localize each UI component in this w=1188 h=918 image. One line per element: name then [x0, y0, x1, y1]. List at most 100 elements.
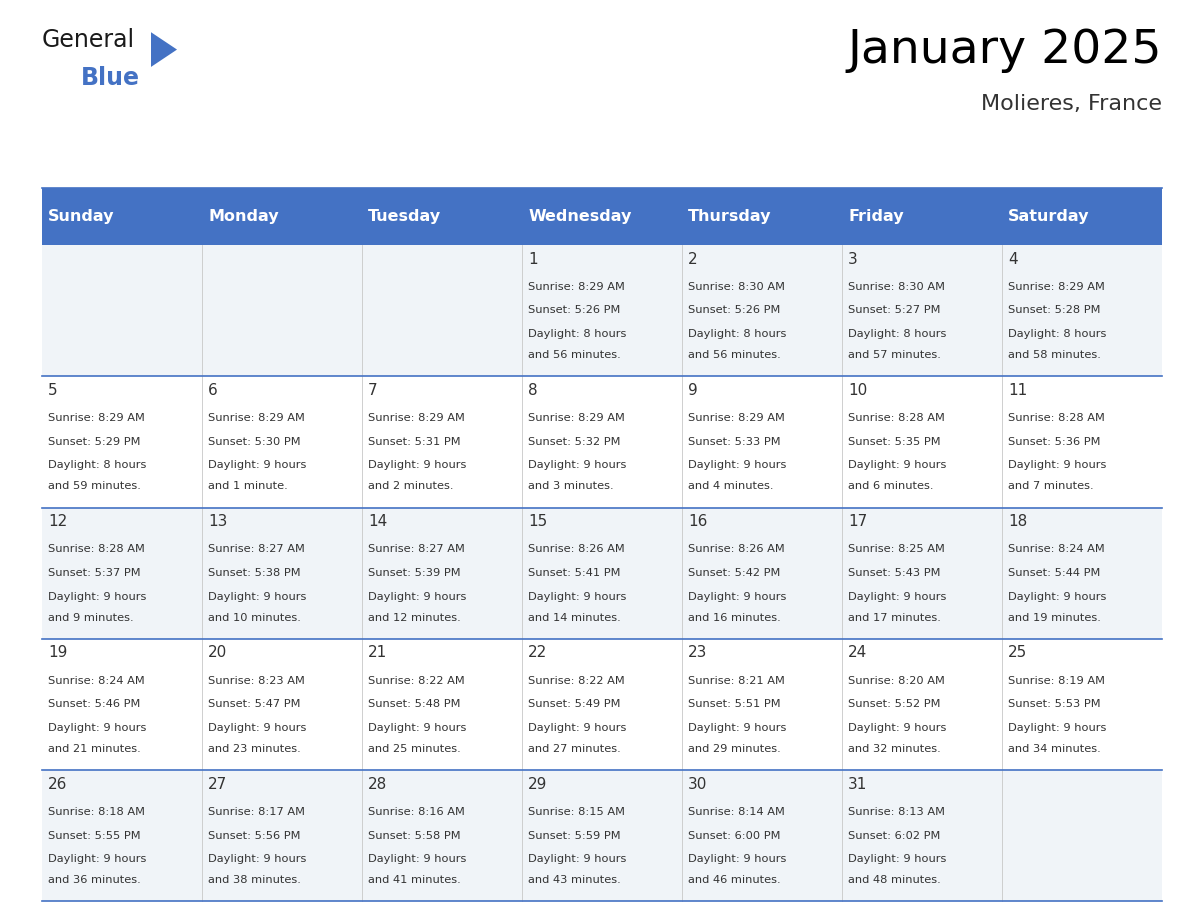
Text: Sunset: 5:48 PM: Sunset: 5:48 PM — [368, 700, 461, 710]
Text: Sunset: 5:31 PM: Sunset: 5:31 PM — [368, 437, 461, 447]
Text: 15: 15 — [529, 514, 548, 529]
Text: Sunset: 5:47 PM: Sunset: 5:47 PM — [208, 700, 301, 710]
Text: Tuesday: Tuesday — [368, 209, 441, 224]
Text: Daylight: 9 hours: Daylight: 9 hours — [48, 723, 146, 733]
Text: Daylight: 9 hours: Daylight: 9 hours — [368, 461, 467, 470]
Text: January 2025: January 2025 — [847, 28, 1162, 73]
Text: 21: 21 — [368, 645, 387, 660]
Text: Sunset: 5:56 PM: Sunset: 5:56 PM — [208, 831, 301, 841]
Text: Sunset: 5:39 PM: Sunset: 5:39 PM — [368, 568, 461, 578]
Text: 8: 8 — [529, 383, 538, 397]
Text: Daylight: 9 hours: Daylight: 9 hours — [368, 855, 467, 864]
Text: 3: 3 — [848, 252, 858, 266]
Text: Sunset: 5:44 PM: Sunset: 5:44 PM — [1009, 568, 1100, 578]
Text: Daylight: 9 hours: Daylight: 9 hours — [848, 723, 947, 733]
Text: Sunset: 5:27 PM: Sunset: 5:27 PM — [848, 306, 941, 316]
Text: Sunrise: 8:29 AM: Sunrise: 8:29 AM — [529, 413, 625, 423]
Text: 7: 7 — [368, 383, 378, 397]
Text: 18: 18 — [1009, 514, 1028, 529]
Text: Molieres, France: Molieres, France — [981, 94, 1162, 114]
Text: Sunset: 5:41 PM: Sunset: 5:41 PM — [529, 568, 620, 578]
Text: and 41 minutes.: and 41 minutes. — [368, 875, 461, 885]
Text: 26: 26 — [48, 777, 68, 791]
Text: 12: 12 — [48, 514, 68, 529]
Text: Sunrise: 8:25 AM: Sunrise: 8:25 AM — [848, 544, 946, 554]
Text: Daylight: 8 hours: Daylight: 8 hours — [529, 330, 626, 339]
Text: and 12 minutes.: and 12 minutes. — [368, 612, 461, 622]
Text: Sunrise: 8:22 AM: Sunrise: 8:22 AM — [368, 676, 465, 686]
Text: and 56 minutes.: and 56 minutes. — [529, 350, 621, 360]
Text: Sunrise: 8:29 AM: Sunrise: 8:29 AM — [208, 413, 305, 423]
Text: and 4 minutes.: and 4 minutes. — [688, 481, 773, 491]
Text: Sunset: 5:32 PM: Sunset: 5:32 PM — [529, 437, 620, 447]
Text: Wednesday: Wednesday — [529, 209, 632, 224]
Text: Daylight: 9 hours: Daylight: 9 hours — [848, 461, 947, 470]
Text: and 16 minutes.: and 16 minutes. — [688, 612, 781, 622]
Text: Daylight: 8 hours: Daylight: 8 hours — [848, 330, 947, 339]
Text: Sunset: 5:38 PM: Sunset: 5:38 PM — [208, 568, 301, 578]
Text: and 46 minutes.: and 46 minutes. — [688, 875, 781, 885]
Text: Sunrise: 8:24 AM: Sunrise: 8:24 AM — [48, 676, 145, 686]
Text: and 36 minutes.: and 36 minutes. — [48, 875, 140, 885]
Text: Sunrise: 8:28 AM: Sunrise: 8:28 AM — [1009, 413, 1105, 423]
Text: 4: 4 — [1009, 252, 1018, 266]
Text: 16: 16 — [688, 514, 708, 529]
Text: Sunrise: 8:26 AM: Sunrise: 8:26 AM — [688, 544, 785, 554]
Text: Sunset: 6:00 PM: Sunset: 6:00 PM — [688, 831, 781, 841]
Text: 23: 23 — [688, 645, 708, 660]
Text: Sunrise: 8:22 AM: Sunrise: 8:22 AM — [529, 676, 625, 686]
Text: and 6 minutes.: and 6 minutes. — [848, 481, 934, 491]
Text: Daylight: 9 hours: Daylight: 9 hours — [848, 855, 947, 864]
Text: Daylight: 8 hours: Daylight: 8 hours — [48, 461, 146, 470]
Text: Daylight: 9 hours: Daylight: 9 hours — [529, 592, 626, 601]
Text: 25: 25 — [1009, 645, 1028, 660]
Text: and 7 minutes.: and 7 minutes. — [1009, 481, 1094, 491]
Text: Sunset: 5:58 PM: Sunset: 5:58 PM — [368, 831, 461, 841]
Text: 31: 31 — [848, 777, 867, 791]
Text: 9: 9 — [688, 383, 697, 397]
Text: Daylight: 9 hours: Daylight: 9 hours — [208, 855, 307, 864]
Text: and 2 minutes.: and 2 minutes. — [368, 481, 454, 491]
Text: 30: 30 — [688, 777, 708, 791]
Text: 24: 24 — [848, 645, 867, 660]
Text: and 57 minutes.: and 57 minutes. — [848, 350, 941, 360]
Text: Daylight: 9 hours: Daylight: 9 hours — [1009, 723, 1106, 733]
Text: Sunrise: 8:19 AM: Sunrise: 8:19 AM — [1009, 676, 1105, 686]
Text: Friday: Friday — [848, 209, 904, 224]
Text: Sunset: 5:28 PM: Sunset: 5:28 PM — [1009, 306, 1101, 316]
Text: and 10 minutes.: and 10 minutes. — [208, 612, 301, 622]
Text: and 56 minutes.: and 56 minutes. — [688, 350, 781, 360]
Text: Sunrise: 8:21 AM: Sunrise: 8:21 AM — [688, 676, 785, 686]
Text: and 38 minutes.: and 38 minutes. — [208, 875, 301, 885]
Text: and 58 minutes.: and 58 minutes. — [1009, 350, 1101, 360]
Text: and 14 minutes.: and 14 minutes. — [529, 612, 621, 622]
Text: 6: 6 — [208, 383, 217, 397]
Polygon shape — [151, 32, 177, 67]
Text: and 1 minute.: and 1 minute. — [208, 481, 287, 491]
Text: Sunrise: 8:27 AM: Sunrise: 8:27 AM — [368, 544, 465, 554]
Text: Sunset: 5:51 PM: Sunset: 5:51 PM — [688, 700, 781, 710]
Text: Monday: Monday — [208, 209, 279, 224]
Text: Sunrise: 8:29 AM: Sunrise: 8:29 AM — [368, 413, 465, 423]
Text: Daylight: 8 hours: Daylight: 8 hours — [1009, 330, 1106, 339]
Text: Daylight: 9 hours: Daylight: 9 hours — [208, 723, 307, 733]
Text: Daylight: 9 hours: Daylight: 9 hours — [368, 592, 467, 601]
Text: 11: 11 — [1009, 383, 1028, 397]
Text: and 17 minutes.: and 17 minutes. — [848, 612, 941, 622]
Text: and 27 minutes.: and 27 minutes. — [529, 744, 621, 754]
Text: Sunset: 5:59 PM: Sunset: 5:59 PM — [529, 831, 620, 841]
Text: 20: 20 — [208, 645, 227, 660]
Text: Daylight: 9 hours: Daylight: 9 hours — [1009, 461, 1106, 470]
Text: Sunset: 5:29 PM: Sunset: 5:29 PM — [48, 437, 140, 447]
Text: and 3 minutes.: and 3 minutes. — [529, 481, 614, 491]
Text: Sunrise: 8:26 AM: Sunrise: 8:26 AM — [529, 544, 625, 554]
Text: Sunrise: 8:14 AM: Sunrise: 8:14 AM — [688, 807, 785, 817]
Text: Daylight: 9 hours: Daylight: 9 hours — [688, 592, 786, 601]
Text: 29: 29 — [529, 777, 548, 791]
Text: and 32 minutes.: and 32 minutes. — [848, 744, 941, 754]
Text: Daylight: 9 hours: Daylight: 9 hours — [368, 723, 467, 733]
Text: 13: 13 — [208, 514, 227, 529]
Text: Daylight: 9 hours: Daylight: 9 hours — [688, 855, 786, 864]
Text: Daylight: 9 hours: Daylight: 9 hours — [529, 855, 626, 864]
Text: Sunset: 5:26 PM: Sunset: 5:26 PM — [529, 306, 620, 316]
